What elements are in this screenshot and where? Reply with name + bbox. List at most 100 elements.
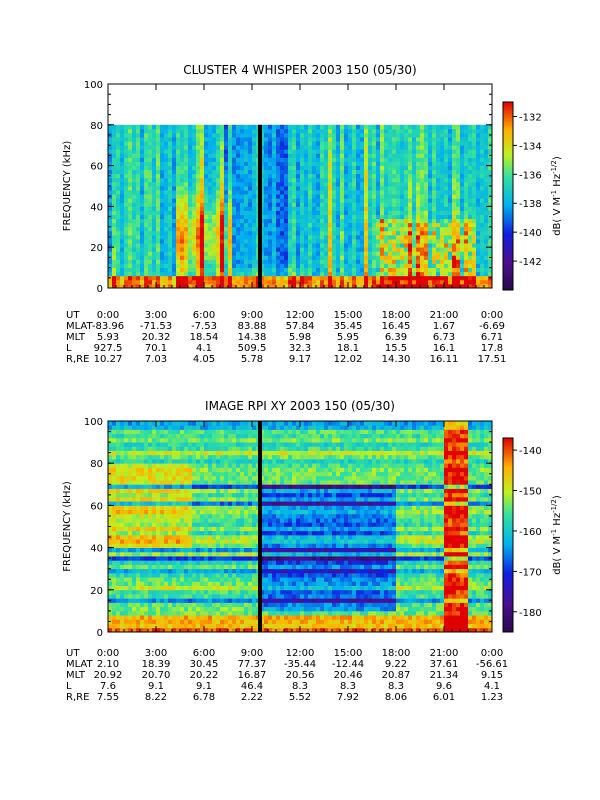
spectrogram-cell (452, 218, 457, 224)
spectrogram-cell (308, 169, 313, 175)
spectrogram-cell (380, 214, 385, 220)
spectrogram-cell (316, 239, 321, 244)
spectrogram-cell (392, 153, 397, 158)
spectrogram-cell (204, 230, 209, 236)
spectrogram-cell (140, 568, 145, 574)
spectrogram-cell (228, 226, 233, 232)
spectrogram-cell (148, 190, 153, 195)
spectrogram-cell (144, 181, 149, 187)
spectrogram-cell (396, 222, 401, 228)
spectrogram-cell (124, 602, 129, 608)
spectrogram-cell (396, 247, 401, 252)
spectrogram-cell (156, 539, 161, 544)
spectrogram-cell (408, 267, 413, 273)
spectrogram-cell (120, 534, 125, 540)
spectrogram-cell (180, 463, 185, 468)
spectrogram-cell (132, 627, 137, 633)
spectrogram-cell (140, 234, 145, 240)
spectrogram-cell (424, 190, 429, 195)
spectrogram-cell (148, 509, 153, 515)
spectrogram-cell (428, 124, 433, 130)
spectrogram-cell (384, 230, 389, 236)
spectrogram-cell (412, 279, 417, 285)
spectrogram-cell (144, 145, 149, 150)
spectrogram-cell (136, 251, 141, 256)
spectrogram-cell (412, 202, 417, 207)
spectrogram-cell (196, 279, 201, 285)
spectrogram-cell (308, 202, 313, 207)
spectrogram-cell (220, 181, 225, 187)
spectrogram-cell (208, 263, 213, 268)
spectrogram-cell (136, 243, 141, 248)
spectrogram-cell (460, 267, 465, 273)
spectrogram-cell (248, 218, 253, 224)
spectrogram-cell (112, 484, 117, 489)
spectrogram-cell (112, 202, 117, 207)
spectrogram-cell (368, 210, 373, 215)
spectrogram-cell (388, 153, 393, 158)
spectrogram-cell (428, 169, 433, 175)
spectrogram-cell (176, 581, 181, 586)
spectrogram-cell (240, 132, 245, 138)
spectrogram-cell (272, 222, 277, 228)
spectrogram-cell (164, 222, 169, 228)
spectrogram-cell (436, 206, 441, 211)
spectrogram-cell (352, 239, 357, 244)
spectrogram-cell (164, 271, 169, 277)
spectrogram-cell (124, 161, 129, 166)
spectrogram-cell (160, 484, 165, 489)
spectrogram-cell (452, 132, 457, 138)
spectrogram-cell (220, 124, 225, 130)
spectrogram-cell (180, 218, 185, 224)
spectrogram-cell (180, 522, 185, 527)
spectrogram-cell (124, 442, 129, 447)
spectrogram-cell (120, 598, 125, 603)
spectrogram-cell (300, 149, 305, 154)
spectrogram-cell (112, 564, 117, 570)
spectrogram-cell (128, 598, 133, 603)
spectrogram-cell (232, 210, 237, 215)
spectrogram-cell (452, 283, 457, 289)
spectrogram-cell (180, 551, 185, 557)
spectrogram-cell (424, 234, 429, 240)
spectrogram-cell (464, 226, 469, 232)
spectrogram-cell (136, 153, 141, 158)
spectrogram-cell (244, 149, 249, 154)
spectrogram-cell (244, 255, 249, 260)
spectrogram-cell (436, 283, 441, 289)
spectrogram-cell (476, 239, 481, 244)
spectrogram-cell (224, 214, 229, 220)
spectrogram-cell (388, 267, 393, 273)
spectrogram-cell (348, 255, 353, 260)
spectrogram-cell (248, 234, 253, 240)
spectrogram-cell (112, 132, 117, 138)
spectrogram-cell (108, 458, 113, 464)
spectrogram-cell (112, 530, 117, 536)
spectrogram-cell (472, 210, 477, 215)
spectrogram-cell (264, 259, 269, 264)
spectrogram-cell (468, 141, 473, 146)
spectrogram-cell (412, 145, 417, 150)
spectrogram-cell (488, 190, 493, 195)
spectrogram-cell (228, 271, 233, 277)
spectrogram-cell (124, 437, 129, 443)
spectrogram-cell (248, 226, 253, 232)
spectrogram-cell (136, 247, 141, 252)
spectrogram-cell (160, 560, 165, 565)
spectrogram-cell (112, 594, 117, 599)
spectrogram-cell (220, 263, 225, 268)
spectrogram-cell (396, 279, 401, 285)
spectrogram-cell (212, 275, 217, 281)
spectrogram-cell (148, 505, 153, 511)
spectrogram-cell (380, 169, 385, 175)
spectrogram-cell (472, 202, 477, 207)
spectrogram-cell (176, 222, 181, 228)
spectrogram-cell (168, 547, 173, 553)
spectrogram-cell (116, 251, 121, 256)
spectrogram-cell (184, 615, 189, 620)
spectrogram-cell (172, 556, 177, 561)
spectrogram-cell (188, 165, 193, 171)
spectrogram-cell (332, 186, 337, 191)
spectrogram-cell (116, 259, 121, 264)
spectrogram-cell (400, 251, 405, 256)
